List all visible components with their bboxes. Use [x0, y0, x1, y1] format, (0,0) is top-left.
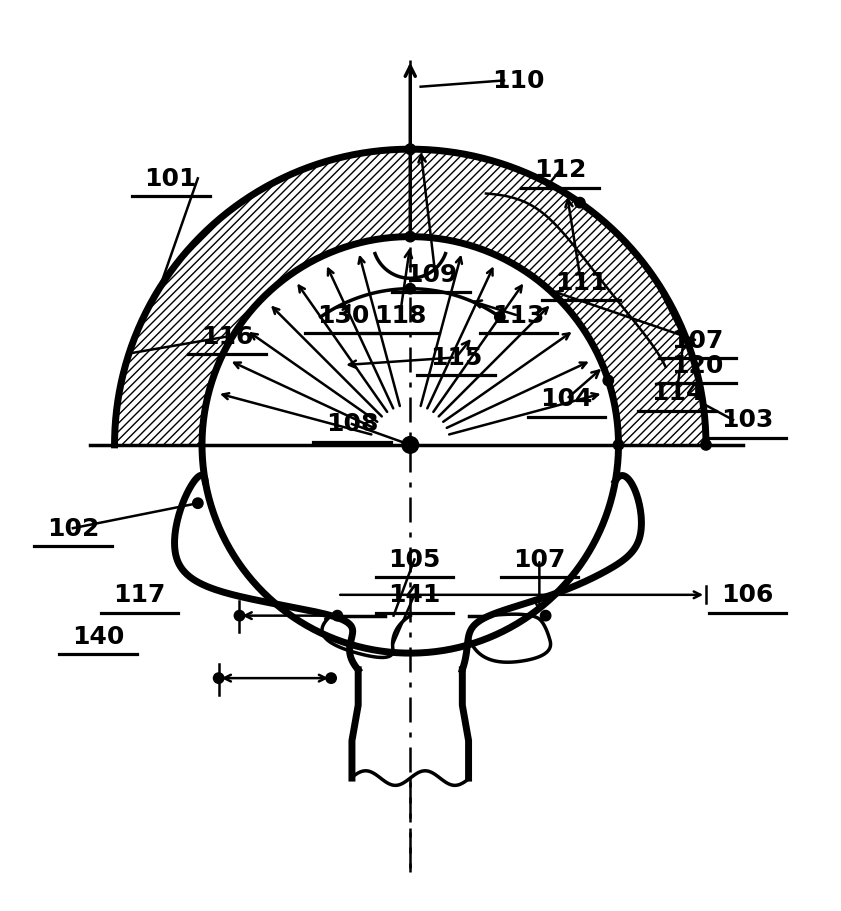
Circle shape	[574, 198, 584, 209]
Circle shape	[405, 283, 415, 294]
Text: 116: 116	[201, 325, 253, 349]
Circle shape	[405, 144, 415, 155]
Text: 112: 112	[534, 159, 586, 182]
Circle shape	[603, 375, 613, 386]
Text: 102: 102	[47, 517, 99, 540]
Circle shape	[193, 498, 203, 508]
Text: 141: 141	[388, 583, 441, 607]
Text: 105: 105	[388, 548, 441, 571]
Text: 103: 103	[721, 408, 774, 432]
Text: 130: 130	[317, 304, 370, 328]
Text: 117: 117	[114, 583, 166, 607]
Text: 107: 107	[513, 548, 565, 571]
Text: 101: 101	[145, 167, 197, 190]
Circle shape	[613, 440, 623, 450]
Circle shape	[701, 440, 711, 450]
Text: 108: 108	[325, 413, 378, 436]
Circle shape	[214, 673, 224, 683]
Text: 115: 115	[430, 345, 482, 370]
Polygon shape	[202, 237, 618, 653]
Text: 118: 118	[373, 304, 426, 328]
Text: 109: 109	[405, 262, 458, 286]
Circle shape	[495, 312, 505, 322]
Circle shape	[402, 436, 419, 454]
Text: 113: 113	[492, 304, 544, 328]
Circle shape	[540, 610, 551, 621]
Text: 111: 111	[554, 271, 607, 295]
Circle shape	[325, 673, 336, 683]
Circle shape	[332, 610, 342, 621]
Circle shape	[405, 231, 415, 242]
Text: 140: 140	[71, 625, 124, 649]
Text: 110: 110	[492, 69, 545, 93]
Text: 106: 106	[721, 583, 774, 607]
Text: 107: 107	[671, 329, 723, 353]
Polygon shape	[114, 149, 706, 445]
Circle shape	[234, 610, 245, 621]
Text: 114: 114	[650, 381, 703, 405]
Text: 104: 104	[540, 387, 592, 411]
Text: 120: 120	[671, 354, 723, 378]
